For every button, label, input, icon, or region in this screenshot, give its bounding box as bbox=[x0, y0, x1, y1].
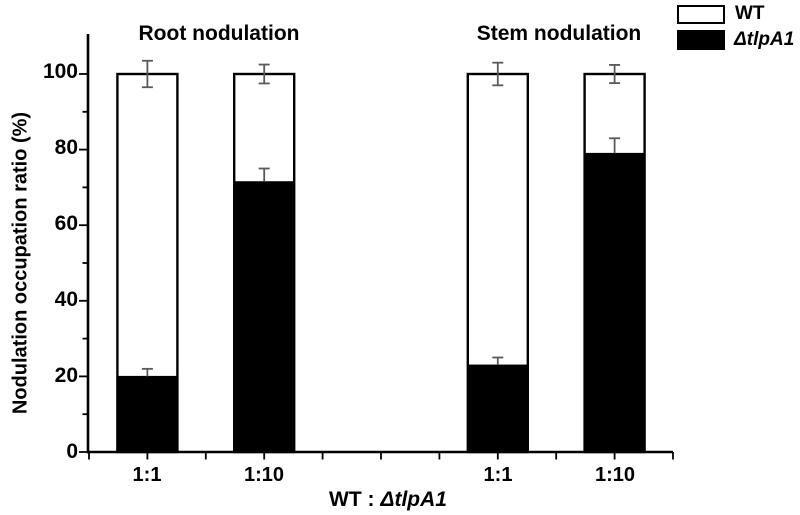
delta-tlpa1-error-bar bbox=[609, 137, 621, 154]
group-title-stem-nodulation: Stem nodulation bbox=[476, 22, 642, 45]
delta-tlpa1-error-bar bbox=[492, 356, 504, 366]
delta-tlpa1-error-bar bbox=[141, 367, 153, 377]
total-error-bar bbox=[609, 64, 621, 84]
x-tick-label-root-1-10: 1:10 bbox=[243, 464, 285, 486]
x-axis-title-mutant: ΔtlpA1 bbox=[380, 488, 447, 511]
legend-wt-swatch-icon bbox=[677, 5, 725, 24]
y-tick-label-60: 60 bbox=[54, 212, 78, 235]
x-axis-title-prefix: WT : bbox=[329, 488, 381, 511]
group-title-root-nodulation: Root nodulation bbox=[138, 22, 300, 45]
legend-delta-tlpa1-swatch-icon bbox=[677, 30, 725, 50]
total-error-bar bbox=[492, 61, 504, 87]
x-tick-label-stem-1-10: 1:10 bbox=[594, 464, 636, 486]
bar-delta-tlpa1-segment bbox=[233, 181, 295, 453]
y-tick-label-0: 0 bbox=[66, 440, 78, 463]
x-tick-label-stem-1-1: 1:1 bbox=[483, 464, 513, 486]
legend-wt-label: WT bbox=[735, 3, 765, 24]
bar-delta-tlpa1-segment bbox=[467, 364, 529, 453]
x-axis-title: WT : ΔtlpA1 bbox=[329, 487, 447, 512]
y-tick-label-40: 40 bbox=[54, 288, 78, 311]
x-tick-label-root-1-1: 1:1 bbox=[132, 464, 162, 486]
y-tick-label-100: 100 bbox=[42, 60, 78, 83]
bar-delta-tlpa1-segment bbox=[116, 375, 178, 453]
delta-tlpa1-error-bar bbox=[258, 167, 270, 182]
y-tick-label-20: 20 bbox=[54, 364, 78, 387]
legend-delta-tlpa1-label: ΔtlpA1 bbox=[734, 29, 795, 50]
total-error-bar bbox=[258, 63, 270, 85]
y-tick-label-80: 80 bbox=[54, 136, 78, 159]
bar-delta-tlpa1-segment bbox=[584, 152, 646, 453]
total-error-bar bbox=[141, 59, 153, 89]
